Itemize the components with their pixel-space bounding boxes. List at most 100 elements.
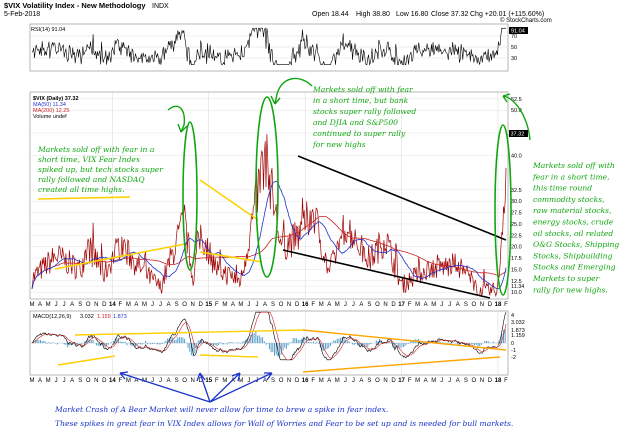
macd-hist-bar [489,342,491,344]
macd-hist-bar [463,343,465,345]
x-tick-label: O [472,302,477,308]
macd-hist-bar [360,343,362,346]
x-tick-label: D [391,302,396,308]
macd-hist-bar [270,343,272,353]
spike-oval-2014 [182,121,198,271]
macd-hist-bar [240,343,242,344]
macd-hist-bar [343,338,345,344]
macd-hist-bar [228,342,230,344]
macd-hist-bar [106,343,108,346]
macd-hist-bar [75,343,77,347]
macd-hist-bar [257,335,259,344]
x-tick-label: N [480,302,484,308]
macd-hist-bar [112,340,114,344]
x-tick-label: J [63,378,66,384]
macd-hist-bar [201,338,203,344]
macd-signal-line [31,311,507,361]
x-tick-label: 18 [495,302,502,308]
macd-hist-bar [173,340,175,344]
macd-hist-bar [36,339,38,344]
x-tick-label: F [119,302,123,308]
x-tick-label: F [119,378,123,384]
macd-hist-bar [392,343,394,348]
x-axis-labels-top: M A M J J A S O N D 14 F M A M J J A S O N D 15 F M A M J J A S O N D 16 F M… [30,302,509,308]
x-tick-label: A [327,378,331,384]
macd-hist-bar [487,341,489,344]
ohlc-change: Chg +20.01 (+115.60%) [470,11,544,18]
macd-hist-bar [136,343,138,346]
x-tick-label: M [46,302,51,308]
macd-hist-bar [272,343,274,353]
macd-hist-bar [311,342,313,344]
macd-hist-bar [260,337,262,344]
macd-hist-bar [50,343,52,344]
bottom-annotation-line-2: These spikes in great fear in VIX Index … [55,419,513,428]
x-tick-label: J [255,302,258,308]
macd-trend-yellow-1 [74,329,306,336]
x-tick-label: 16 [302,378,309,384]
macd-value-3: 1.873 [113,314,127,320]
macd-hist-bar [345,339,347,344]
macd-trend-yellow-3 [199,354,259,358]
macd-hist-bar [216,343,218,347]
watermark: © StockCharts.com [500,17,552,24]
macd-hist-bar [165,340,167,344]
x-tick-label: F [504,378,508,384]
ann-right-line: raw material stocks, [533,206,611,215]
x-tick-label: A [424,302,428,308]
price-tick-label: 10.0 [511,290,522,296]
x-tick-label: O [472,378,477,384]
macd-hist-bar [353,343,355,346]
macd-hist-bar [51,342,53,344]
macd-hist-bar [243,341,245,344]
macd-hist-bar [38,340,40,344]
macd-hist-bar [156,343,158,345]
ann-right-line: commodity stocks, [533,195,605,204]
macd-hist-bar [92,339,94,344]
macd-hist-bar [494,342,496,344]
macd-hist-bar [197,340,199,344]
macd-label: MACD(12,26,9) [33,314,71,320]
macd-hist-bar [501,333,503,344]
macd-tick-label: 3.032 [511,320,525,326]
macd-hist-bar [421,342,423,344]
macd-hist-bar [199,340,201,344]
x-tick-label: D [199,302,204,308]
macd-hist-bar [314,343,316,344]
macd-hist-bar [480,343,482,345]
x-tick-label: M [30,378,35,384]
macd-hist-bar [355,343,357,344]
blue-arrows [119,371,273,403]
macd-hist-bar [214,343,216,346]
x-tick-label: A [424,378,428,384]
macd-hist-bar [279,343,281,357]
macd-hist-bar [450,343,452,345]
x-tick-label: J [344,302,347,308]
macd-hist-bar [148,343,150,344]
x-tick-label: M [335,378,340,384]
x-tick-label: M [319,378,324,384]
x-tick-label: O [279,302,284,308]
price-tick-label: 25.0 [511,222,522,228]
x-tick-label: J [55,378,58,384]
macd-hist-bar [187,343,189,348]
macd-hist-bar [263,341,265,344]
macd-hist-bar [280,343,282,355]
x-tick-label: N [480,378,484,384]
macd-hist-bar [70,343,72,346]
macd-hist-bar [117,337,119,344]
x-tick-label: A [38,302,42,308]
macd-hist-bar [338,338,340,344]
macd-hist-bar [309,341,311,344]
macd-hist-bar [84,341,86,344]
x-tick-label: N [191,302,195,308]
macd-hist-bar [90,339,92,344]
macd-hist-bar [284,343,286,348]
x-tick-label: D [102,302,107,308]
macd-hist-bar [367,343,369,347]
macd-hist-bar [399,343,401,348]
macd-hist-bar [55,343,57,344]
macd-hist-bar [185,342,187,344]
price-legend-title: $VIX (Daily) 37.32 [33,96,79,102]
x-tick-label: J [352,378,355,384]
